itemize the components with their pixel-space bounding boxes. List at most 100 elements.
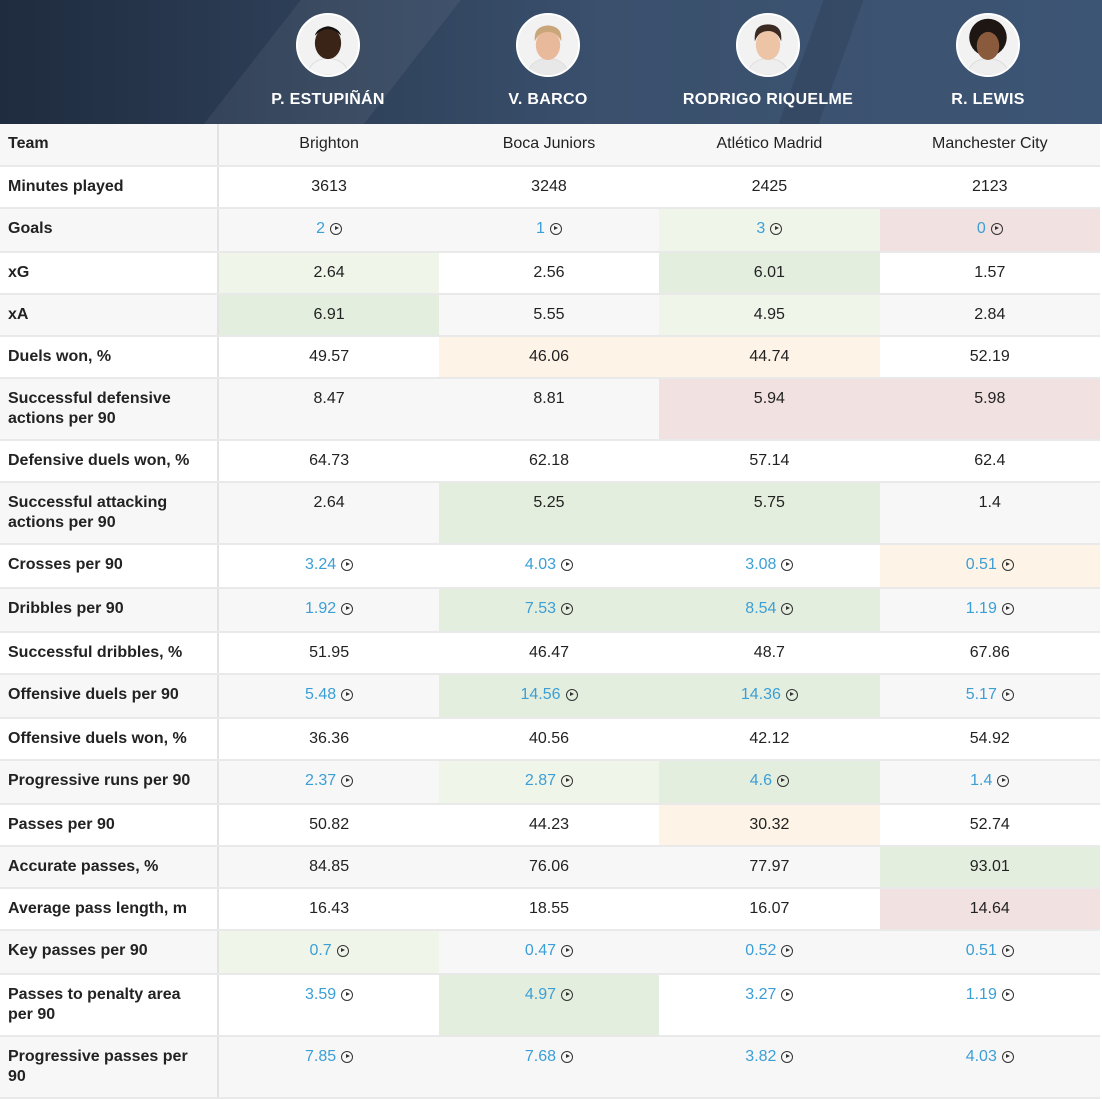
play-video-icon[interactable] <box>1001 559 1014 571</box>
stat-cell[interactable]: 14.56 <box>438 674 660 719</box>
stat-link[interactable]: 0.7 <box>309 942 332 959</box>
stat-link[interactable]: 4.6 <box>749 772 772 789</box>
stat-cell[interactable]: 5.17 <box>879 674 1100 719</box>
stat-link[interactable]: 4.03 <box>965 1048 997 1065</box>
stat-cell[interactable]: 5.48 <box>218 674 439 719</box>
stat-link[interactable]: 1.4 <box>970 772 993 789</box>
play-video-icon[interactable] <box>1001 689 1014 701</box>
player-avatar[interactable] <box>296 13 360 77</box>
play-video-icon[interactable] <box>990 223 1003 235</box>
stat-link[interactable]: 1 <box>536 220 545 237</box>
stat-link[interactable]: 0 <box>976 220 986 237</box>
play-video-icon[interactable] <box>561 559 574 571</box>
stat-cell[interactable]: 8.54 <box>659 588 880 633</box>
player-avatar[interactable] <box>956 13 1020 77</box>
stat-link[interactable]: 0.52 <box>745 942 777 959</box>
stat-link[interactable]: 4.97 <box>524 986 557 1003</box>
player-column-4[interactable]: R. LEWIS <box>878 0 1098 124</box>
stat-link[interactable]: 0.51 <box>965 942 997 959</box>
stat-cell[interactable]: 7.68 <box>438 1036 660 1099</box>
stat-link[interactable]: 3.27 <box>745 986 777 1003</box>
stat-cell[interactable]: 1.19 <box>879 588 1100 633</box>
play-video-icon[interactable] <box>336 945 349 957</box>
player-name[interactable]: R. LEWIS <box>951 91 1025 108</box>
play-video-icon[interactable] <box>1001 603 1014 615</box>
stat-cell[interactable]: 7.53 <box>438 588 660 633</box>
stat-link[interactable]: 3.08 <box>745 556 777 573</box>
stat-cell[interactable]: 4.03 <box>438 544 660 589</box>
player-name[interactable]: RODRIGO RIQUELME <box>682 91 854 108</box>
play-video-icon[interactable] <box>781 603 794 615</box>
stat-cell[interactable]: 0.7 <box>218 930 439 975</box>
stat-cell[interactable]: 1.19 <box>879 974 1100 1037</box>
stat-cell[interactable]: 2.37 <box>218 760 439 805</box>
stat-link[interactable]: 3 <box>756 220 766 237</box>
player-column-3[interactable]: RODRIGO RIQUELME <box>658 0 878 124</box>
player-name[interactable]: P. ESTUPIÑÁN <box>271 91 385 108</box>
stat-link[interactable]: 5.17 <box>965 686 997 703</box>
stat-cell[interactable]: 1 <box>438 208 660 253</box>
stat-cell[interactable]: 3.24 <box>218 544 439 589</box>
stat-cell[interactable]: 2.87 <box>438 760 660 805</box>
play-video-icon[interactable] <box>781 945 794 957</box>
stat-cell[interactable]: 0.51 <box>879 930 1100 975</box>
stat-cell[interactable]: 3 <box>659 208 880 253</box>
play-video-icon[interactable] <box>341 689 354 701</box>
stat-link[interactable]: 7.53 <box>524 600 557 617</box>
stat-link[interactable]: 7.68 <box>524 1048 557 1065</box>
play-video-icon[interactable] <box>781 559 794 571</box>
stat-cell[interactable]: 0 <box>879 208 1100 253</box>
stat-cell[interactable]: 3.08 <box>659 544 880 589</box>
stat-link[interactable]: 1.19 <box>965 986 997 1003</box>
stat-cell[interactable]: 3.27 <box>659 974 880 1037</box>
stat-link[interactable]: 0.51 <box>965 556 997 573</box>
play-video-icon[interactable] <box>785 689 798 701</box>
stat-cell[interactable]: 3.82 <box>659 1036 880 1099</box>
play-video-icon[interactable] <box>341 989 354 1001</box>
play-video-icon[interactable] <box>341 603 354 615</box>
stat-cell[interactable]: 2 <box>218 208 439 253</box>
stat-link[interactable]: 1.19 <box>965 600 997 617</box>
play-video-icon[interactable] <box>341 775 354 787</box>
stat-link[interactable]: 14.36 <box>740 686 781 703</box>
stat-link[interactable]: 2 <box>316 220 326 237</box>
play-video-icon[interactable] <box>1001 989 1014 1001</box>
play-video-icon[interactable] <box>1001 945 1014 957</box>
play-video-icon[interactable] <box>781 989 794 1001</box>
stat-link[interactable]: 3.59 <box>305 986 337 1003</box>
stat-link[interactable]: 2.37 <box>305 772 337 789</box>
play-video-icon[interactable] <box>776 775 789 787</box>
stat-cell[interactable]: 0.47 <box>438 930 660 975</box>
player-avatar[interactable] <box>516 13 580 77</box>
stat-cell[interactable]: 0.51 <box>879 544 1100 589</box>
stat-cell[interactable]: 14.36 <box>659 674 880 719</box>
play-video-icon[interactable] <box>330 223 343 235</box>
stat-cell[interactable]: 4.97 <box>438 974 660 1037</box>
stat-link[interactable]: 4.03 <box>524 556 557 573</box>
play-video-icon[interactable] <box>549 223 562 235</box>
play-video-icon[interactable] <box>561 989 574 1001</box>
stat-link[interactable]: 14.56 <box>520 686 561 703</box>
stat-link[interactable]: 3.24 <box>305 556 337 573</box>
play-video-icon[interactable] <box>561 945 574 957</box>
stat-cell[interactable]: 1.4 <box>879 760 1100 805</box>
stat-link[interactable]: 5.48 <box>305 686 337 703</box>
stat-cell[interactable]: 4.03 <box>879 1036 1100 1099</box>
stat-cell[interactable]: 1.92 <box>218 588 439 633</box>
stat-cell[interactable]: 0.52 <box>659 930 880 975</box>
play-video-icon[interactable] <box>561 1051 574 1063</box>
stat-link[interactable]: 3.82 <box>745 1048 777 1065</box>
stat-cell[interactable]: 3.59 <box>218 974 439 1037</box>
play-video-icon[interactable] <box>561 603 574 615</box>
play-video-icon[interactable] <box>770 223 783 235</box>
play-video-icon[interactable] <box>1001 1051 1014 1063</box>
stat-link[interactable]: 2.87 <box>524 772 557 789</box>
stat-link[interactable]: 1.92 <box>305 600 337 617</box>
player-name[interactable]: V. BARCO <box>508 91 588 108</box>
play-video-icon[interactable] <box>997 775 1010 787</box>
play-video-icon[interactable] <box>565 689 578 701</box>
play-video-icon[interactable] <box>341 1051 354 1063</box>
play-video-icon[interactable] <box>561 775 574 787</box>
play-video-icon[interactable] <box>781 1051 794 1063</box>
player-column-2[interactable]: V. BARCO <box>438 0 658 124</box>
